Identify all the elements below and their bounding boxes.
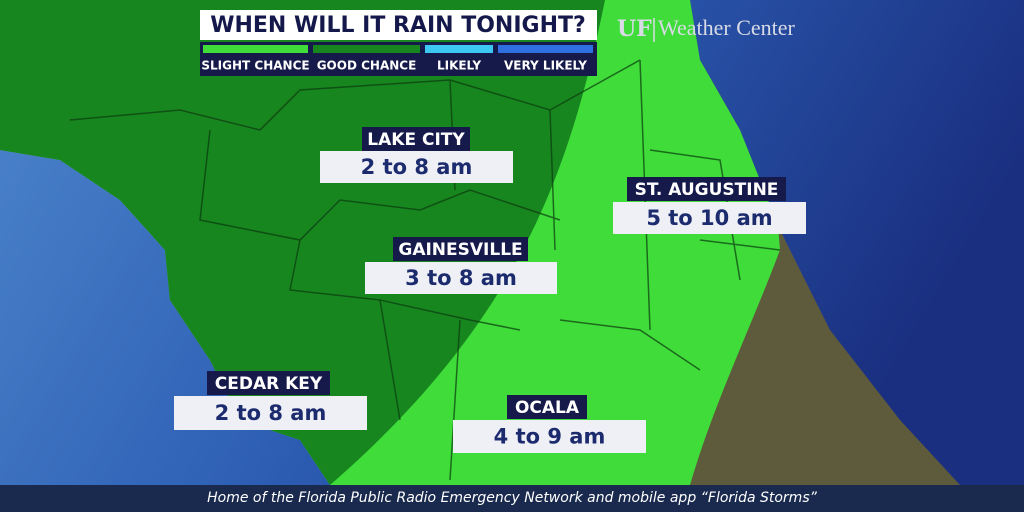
city-time: 2 to 8 am <box>361 155 473 179</box>
footer-bar <box>0 485 1024 512</box>
title: WHEN WILL IT RAIN TONIGHT? <box>210 13 586 38</box>
city-name: GAINESVILLE <box>398 240 522 260</box>
legend: SLIGHT CHANCE GOOD CHANCE LIKELY VERY LIKEL… <box>201 45 593 73</box>
cities: LAKE CITY 2 to 8 am ST. AUGUSTINE 5 to 10 a… <box>174 127 806 453</box>
city-time-box <box>174 396 367 430</box>
legend-label: LIKELY <box>437 59 481 73</box>
city-name: LAKE CITY <box>367 130 465 150</box>
brand-name: Weather Center <box>658 15 796 40</box>
city-label-box <box>362 127 470 151</box>
legend-label: GOOD CHANCE <box>317 59 417 73</box>
city-time: 3 to 8 am <box>405 266 517 290</box>
legend-swatch <box>203 45 308 53</box>
city-time: 2 to 8 am <box>215 401 327 425</box>
city-time-box <box>453 420 646 453</box>
city-name: OCALA <box>515 398 580 418</box>
title-box <box>200 10 597 40</box>
legend-label: VERY LIKELY <box>504 59 587 73</box>
city-time: 5 to 10 am <box>646 206 772 230</box>
legend-swatch <box>425 45 493 53</box>
city-time-box <box>320 151 513 183</box>
city-time-box <box>613 202 806 234</box>
footer-text: Home of the Florida Public Radio Emergen… <box>207 490 817 506</box>
city-label-box <box>207 371 330 395</box>
city-name: ST. AUGUSTINE <box>635 180 779 200</box>
legend-swatch <box>313 45 420 53</box>
city-time: 4 to 9 am <box>494 425 606 449</box>
city-time-box <box>365 262 557 294</box>
legend-label: SLIGHT CHANCE <box>201 59 309 73</box>
city-label-box <box>627 177 786 201</box>
legend-swatch <box>498 45 593 53</box>
city-name: CEDAR KEY <box>215 374 323 394</box>
city-label-box <box>393 237 528 261</box>
brand-logo: UF <box>617 16 652 42</box>
city-label-box <box>507 395 587 419</box>
